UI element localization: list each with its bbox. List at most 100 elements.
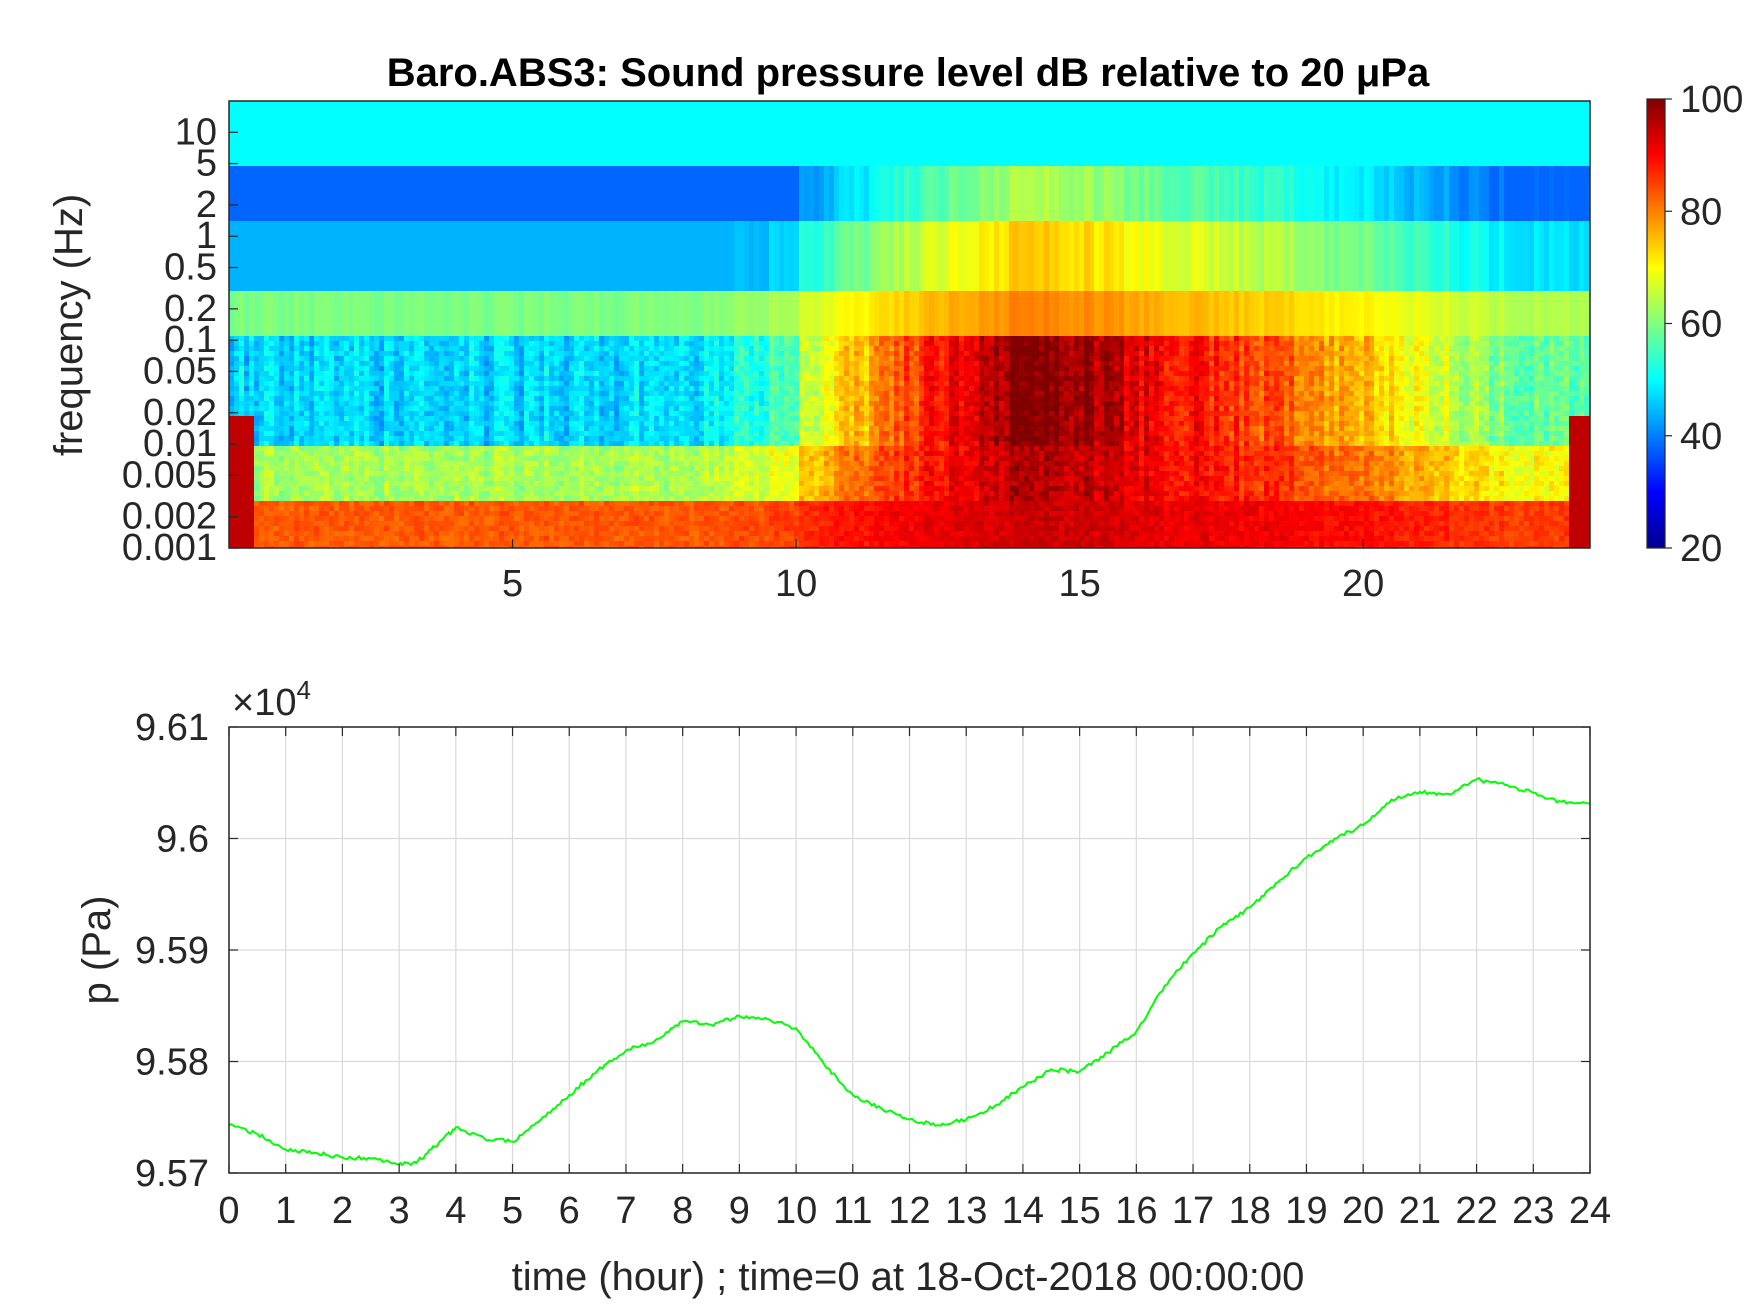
- spectrogram-cell: [464, 141, 469, 146]
- spectrogram-cell: [399, 471, 404, 476]
- spectrogram-cell: [389, 291, 394, 296]
- spectrogram-cell: [369, 111, 374, 116]
- spectrogram-cell: [289, 401, 294, 406]
- spectrogram-cell: [304, 311, 309, 316]
- spectrogram-cell: [474, 206, 479, 211]
- spectrogram-cell: [274, 371, 279, 376]
- spectrogram-cell: [424, 211, 429, 216]
- spectrogram-cell: [254, 331, 259, 336]
- spectrogram-cell: [294, 271, 299, 276]
- spectrogram-cell: [404, 411, 409, 416]
- spectrogram-cell: [289, 236, 294, 241]
- spectrogram-cell: [434, 256, 439, 261]
- spectrogram-cell: [419, 226, 424, 231]
- spectrogram-cell: [234, 231, 239, 236]
- spectrogram-cell: [504, 166, 509, 171]
- spectrogram-cell: [379, 361, 384, 366]
- spectrogram-cell: [354, 291, 359, 296]
- spectrogram-cell: [404, 246, 409, 251]
- spectrogram-cell: [479, 356, 484, 361]
- spectrogram-cell: [474, 176, 479, 181]
- spectrogram-cell: [269, 541, 274, 546]
- spectrogram-cell: [424, 521, 429, 526]
- spectrogram-cell: [484, 366, 489, 371]
- spectrogram-cell: [314, 511, 319, 516]
- spectrogram-cell: [479, 256, 484, 261]
- spectrogram-cell: [364, 241, 369, 246]
- spectrogram-cell: [454, 426, 459, 431]
- spectrogram-cell: [344, 496, 349, 501]
- spectrogram-cell: [254, 516, 259, 521]
- spectrogram-cell: [469, 471, 474, 476]
- spectrogram-cell: [479, 206, 484, 211]
- spectrogram-cell: [474, 341, 479, 346]
- spectrogram-cell: [399, 236, 404, 241]
- spectrogram-cell: [314, 521, 319, 526]
- spectrogram-cell: [309, 531, 314, 536]
- spectrogram-cell: [314, 446, 319, 451]
- spectrogram-cell: [379, 251, 384, 256]
- spectrogram-cell: [364, 131, 369, 136]
- spectrogram-cell: [239, 106, 244, 111]
- spectrogram-cell: [384, 441, 389, 446]
- spectrogram-cell: [429, 271, 434, 276]
- spectrogram-cell: [324, 261, 329, 266]
- spectrogram-cell: [339, 426, 344, 431]
- spectrogram-cell: [399, 466, 404, 471]
- spectrogram-cell: [464, 461, 469, 466]
- spectrogram-cell: [464, 526, 469, 531]
- spectrogram-cell: [449, 231, 454, 236]
- spectrogram-cell: [484, 411, 489, 416]
- spectrogram-cell: [404, 496, 409, 501]
- spectrogram-cell: [384, 216, 389, 221]
- spectrogram-cell: [464, 326, 469, 331]
- spectrogram-cell: [494, 176, 499, 181]
- spectrogram-cell: [359, 251, 364, 256]
- spectrogram-cell: [474, 446, 479, 451]
- spectrogram-cell: [254, 236, 259, 241]
- spectrogram-cell: [369, 136, 374, 141]
- spectrogram-cell: [279, 436, 284, 441]
- spectrogram-cell: [364, 436, 369, 441]
- spectrogram-cell: [259, 366, 264, 371]
- spectrogram-cell: [464, 401, 469, 406]
- spectrogram-cell: [349, 181, 354, 186]
- spectrogram-cell: [384, 341, 389, 346]
- spectrogram-cell: [384, 421, 389, 426]
- spectrogram-cell: [314, 336, 319, 341]
- spectrogram-cell: [249, 346, 254, 351]
- spectrogram-cell: [484, 131, 489, 136]
- spectrogram-cell: [244, 346, 249, 351]
- spectrogram-cell: [379, 296, 384, 301]
- spectrogram-cell: [399, 506, 404, 511]
- spectrogram-cell: [459, 186, 464, 191]
- spectrogram-cell: [314, 536, 319, 541]
- spectrogram-cell: [274, 261, 279, 266]
- spectrogram-cell: [499, 291, 504, 296]
- spectrogram-cell: [269, 131, 274, 136]
- spectrogram-cell: [274, 326, 279, 331]
- spectrogram-cell: [249, 401, 254, 406]
- spectrogram-cell: [439, 486, 444, 491]
- spectrogram-cell: [444, 491, 449, 496]
- spectrogram-cell: [469, 326, 474, 331]
- spectrogram-cell: [304, 446, 309, 451]
- spectrogram-cell: [434, 296, 439, 301]
- spectrogram-cell: [369, 496, 374, 501]
- spectrogram-cell: [349, 281, 354, 286]
- spectrogram-cell: [399, 481, 404, 486]
- spectrogram-cell: [249, 141, 254, 146]
- spectrogram-cell: [449, 496, 454, 501]
- spectrogram-cell: [269, 506, 274, 511]
- spectrogram-cell: [254, 336, 259, 341]
- spectrogram-cell: [399, 141, 404, 146]
- spectrogram-cell: [439, 381, 444, 386]
- spectrogram-cell: [259, 406, 264, 411]
- spectrogram-cell: [254, 421, 259, 426]
- spectrogram-cell: [339, 371, 344, 376]
- spectrogram-cell: [449, 201, 454, 206]
- spectrogram-cell: [409, 311, 414, 316]
- spectrogram-cell: [449, 481, 454, 486]
- spectrogram-cell: [494, 316, 499, 321]
- spectrogram-cell: [374, 396, 379, 401]
